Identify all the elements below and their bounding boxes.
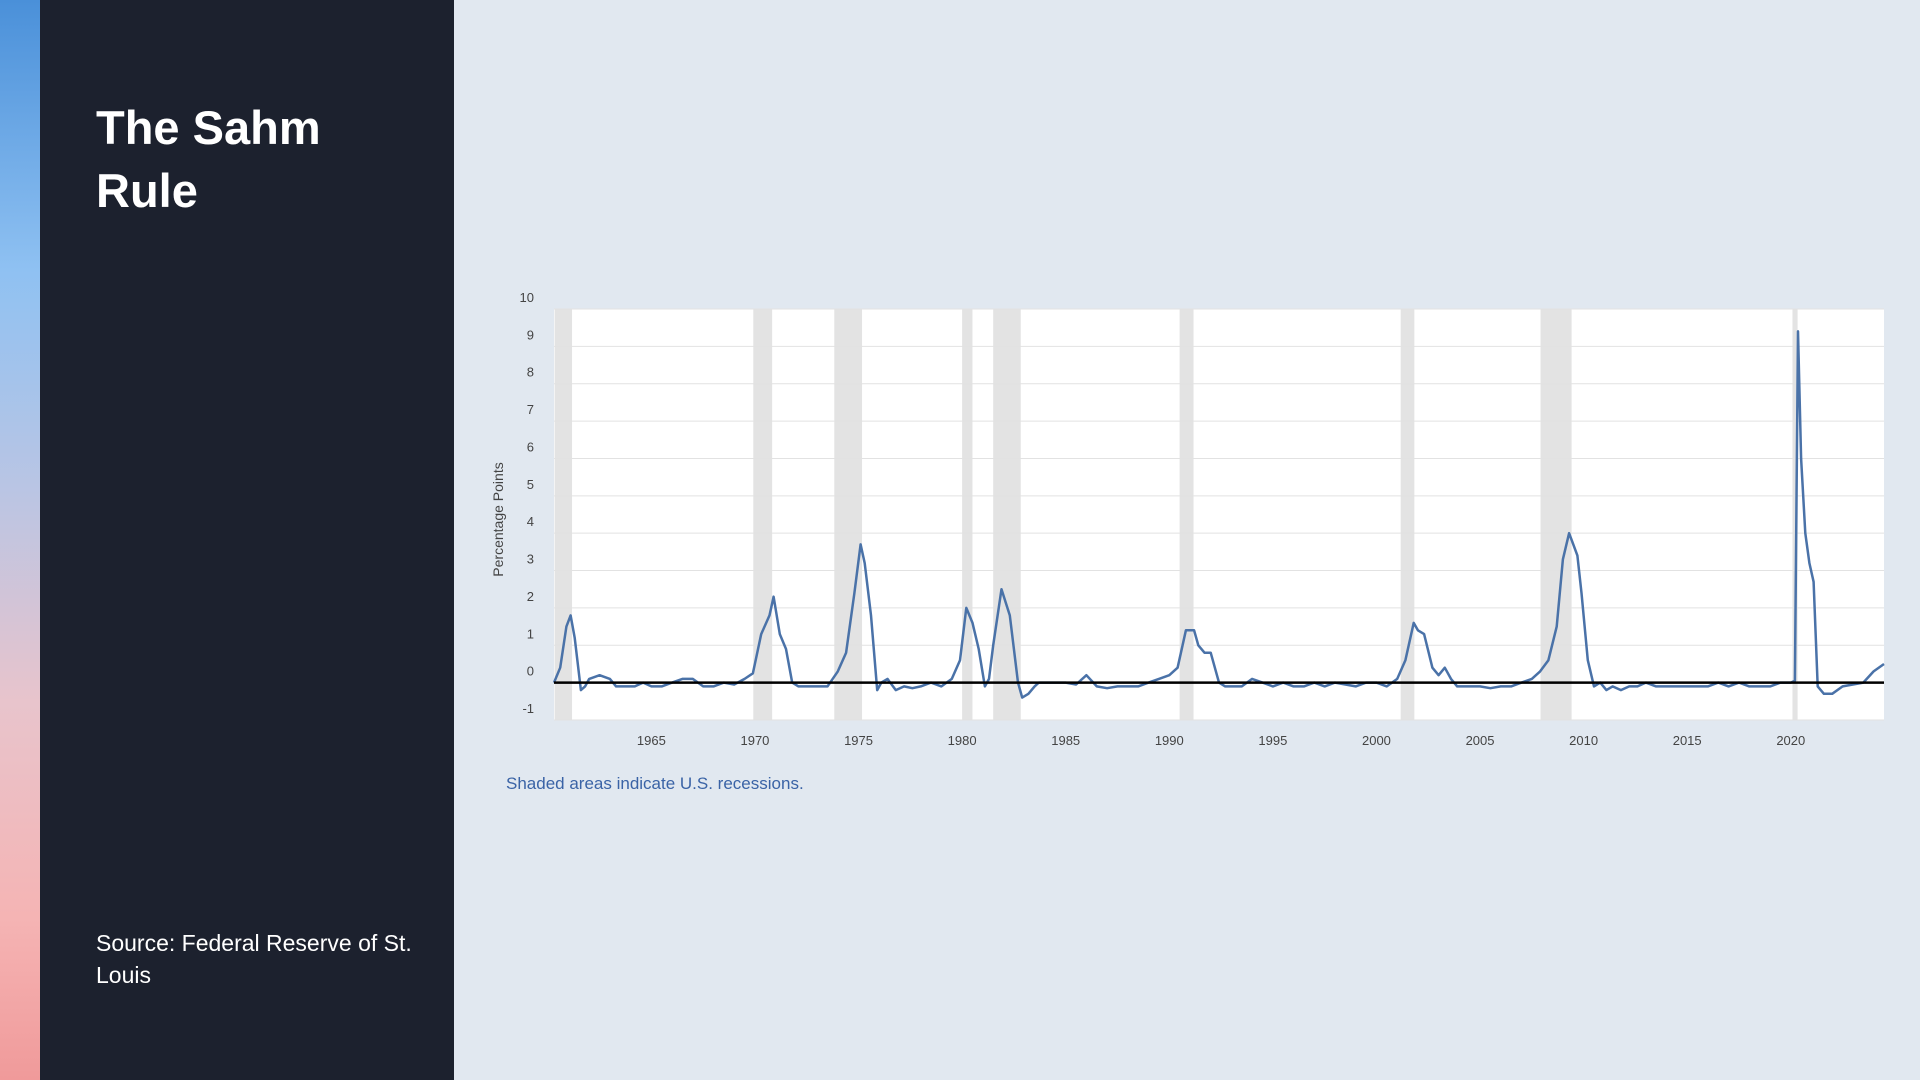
x-tick-label: 2015 <box>1673 733 1702 748</box>
y-tick-label: 7 <box>527 402 534 417</box>
x-tick-label: 1980 <box>948 733 977 748</box>
y-tick-label: 4 <box>527 514 534 529</box>
y-tick-label: 1 <box>527 626 534 641</box>
source-citation: Source: Federal Reserve of St. Louis <box>96 930 412 988</box>
recession-band-7 <box>1540 309 1572 720</box>
recession-band-5 <box>1179 309 1194 720</box>
x-tick-label: 1975 <box>844 733 873 748</box>
slide-title: The Sahm Rule <box>96 101 321 217</box>
y-tick-label: 3 <box>527 552 534 567</box>
y-tick-label: 0 <box>527 664 534 679</box>
recession-band-4 <box>993 309 1021 720</box>
x-tick-label: 1985 <box>1051 733 1080 748</box>
recession-note: Shaded areas indicate U.S. recessions. <box>506 774 804 793</box>
x-tick-label: 1990 <box>1155 733 1184 748</box>
y-tick-label: 10 <box>520 290 534 305</box>
sahm-rule-series-line <box>552 330 1885 699</box>
y-tick-label: -1 <box>522 701 534 716</box>
y-tick-label: 6 <box>527 439 534 454</box>
x-tick-label: 2005 <box>1466 733 1495 748</box>
y-tick-label: 8 <box>527 365 534 380</box>
x-tick-label: 2000 <box>1362 733 1391 748</box>
y-axis-label: Percentage Points <box>490 462 506 576</box>
x-tick-label: 2020 <box>1776 733 1805 748</box>
x-tick-label: 1970 <box>740 733 769 748</box>
sidebar <box>40 0 454 1080</box>
sahm-rule-chart: -1 0 1 2 3 4 5 6 7 8 9 10 1965 1970 1975 1980 1985 1990 19… <box>490 290 1885 748</box>
chart-plot-area: -1 0 1 2 3 4 5 6 7 8 9 10 1965 1970 1975 1980 1985 1990 19… <box>490 290 1885 748</box>
accent-gradient-strip <box>0 0 40 1080</box>
x-tick-label: 1965 <box>637 733 666 748</box>
y-tick-label: 5 <box>527 477 534 492</box>
y-tick-label: 9 <box>527 327 534 342</box>
x-tick-label: 2010 <box>1569 733 1598 748</box>
recession-band-8 <box>1792 309 1798 720</box>
y-tick-label: 2 <box>527 589 534 604</box>
recession-band-6 <box>1400 309 1415 720</box>
x-tick-label: 1995 <box>1258 733 1287 748</box>
plot-background <box>554 309 1884 720</box>
recession-band-0 <box>554 309 573 720</box>
recession-band-3 <box>962 309 973 720</box>
recession-band-2 <box>834 309 863 720</box>
